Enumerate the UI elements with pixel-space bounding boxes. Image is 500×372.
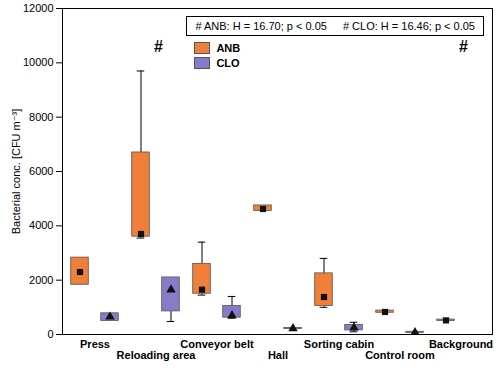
svg-text:Reloading area: Reloading area [117, 349, 197, 361]
svg-text:2000: 2000 [29, 274, 53, 286]
html-text:ANB: ANB [216, 41, 241, 54]
svg-text:Hall: Hall [268, 349, 288, 361]
html-text:# CLO: H = 16.46; p < 0.05: # CLO: H = 16.46; p < 0.05 [342, 20, 475, 32]
svg-text:Press: Press [80, 338, 110, 350]
svg-text:Control room: Control room [365, 349, 435, 361]
svg-text:10000: 10000 [23, 56, 54, 68]
svg-text:Conveyor belt: Conveyor belt [180, 338, 254, 350]
svg-text:4000: 4000 [29, 219, 53, 231]
svg-text:8000: 8000 [29, 111, 53, 123]
html-text:CLO: CLO [216, 56, 240, 69]
svg-text:6000: 6000 [29, 165, 53, 177]
html-text:# ANB: H = 16.70; p < 0.05: # ANB: H = 16.70; p < 0.05 [195, 20, 327, 32]
svg-text:#: # [459, 38, 468, 55]
svg-text:Sorting cabin: Sorting cabin [304, 338, 375, 350]
svg-text:#: # [154, 38, 163, 55]
svg-text:Bacterial conc. [CFU m⁻³]: Bacterial conc. [CFU m⁻³] [10, 109, 22, 235]
svg-text:Background: Background [429, 338, 493, 350]
svg-text:12000: 12000 [23, 2, 54, 14]
svg-text:0: 0 [47, 328, 53, 340]
